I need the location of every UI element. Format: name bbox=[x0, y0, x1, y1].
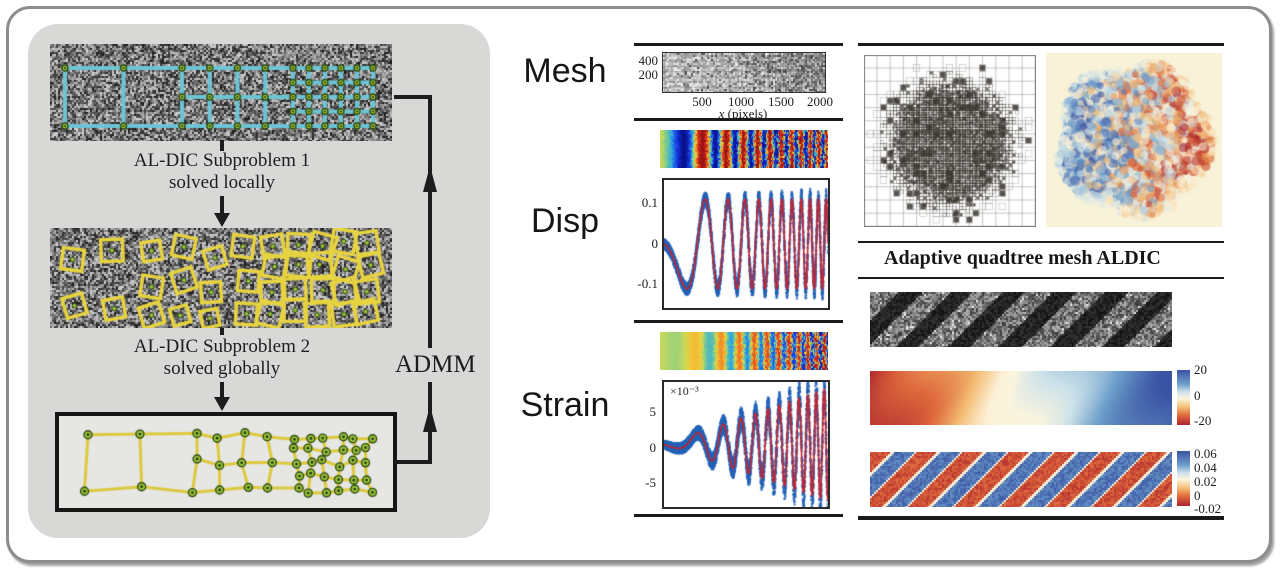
disp-y-tick: -0.1 bbox=[637, 276, 658, 291]
step1-label-line1: AL-DIC Subproblem 1 bbox=[133, 150, 311, 171]
step1-label: AL-DIC Subproblem 1 solved locally bbox=[82, 150, 362, 194]
arrow-down-1-head bbox=[214, 213, 230, 227]
row-label-disp: Disp bbox=[530, 202, 600, 240]
mesh-x-tick: 2000 bbox=[807, 94, 833, 109]
u-colorbar-tick: 20 bbox=[1194, 362, 1207, 377]
admm-loop-lower bbox=[394, 382, 432, 464]
right-divider-3 bbox=[858, 277, 1224, 279]
strain-scale-label: ×10⁻³ bbox=[670, 384, 699, 398]
mesh-xlabel-variable: x bbox=[718, 106, 725, 121]
exx-colorbar-tick: 0.02 bbox=[1194, 474, 1217, 489]
admm-loop-upper bbox=[394, 95, 432, 348]
mesh-x-tick: 1500 bbox=[768, 94, 794, 109]
right-caption: Adaptive quadtree mesh ALDIC bbox=[884, 247, 1161, 269]
disp-y-tick: 0 bbox=[651, 236, 659, 251]
striped-speckle-image bbox=[870, 292, 1172, 347]
mid-divider-4 bbox=[634, 514, 843, 517]
quadtree-mesh-image bbox=[864, 55, 1036, 227]
u-field-image bbox=[870, 371, 1172, 425]
mesh-plot-canvas bbox=[662, 52, 826, 93]
u-colorbar-tick: 0 bbox=[1194, 388, 1201, 403]
exx-colorbar-tick: 0 bbox=[1194, 488, 1201, 503]
mid-divider-2 bbox=[634, 118, 843, 121]
row-label-mesh: Mesh bbox=[523, 52, 607, 90]
speckle-image-subsets-grid bbox=[50, 44, 392, 141]
mesh-x-tick: 500 bbox=[692, 94, 712, 109]
global-mesh-box bbox=[55, 412, 397, 512]
strain-y-tick: 5 bbox=[649, 404, 657, 419]
right-divider-1 bbox=[858, 43, 1224, 46]
u-field-colorbar bbox=[1177, 370, 1190, 425]
step2-label-line1: AL-DIC Subproblem 2 bbox=[133, 336, 311, 357]
strain-y-tick: 0 bbox=[649, 440, 657, 455]
exx-colorbar-tick: -0.02 bbox=[1194, 501, 1222, 516]
mid-divider-3 bbox=[634, 320, 843, 323]
disp-y-tick: 0.1 bbox=[641, 195, 658, 210]
strain-field-stripe-canvas bbox=[660, 332, 828, 370]
admm-loop-arrowhead-upper bbox=[423, 166, 437, 192]
admm-loop-arrowhead-lower bbox=[423, 406, 437, 432]
exx-field-image bbox=[870, 452, 1172, 507]
global-mesh-canvas bbox=[59, 416, 393, 508]
disp-line-plot-canvas bbox=[662, 178, 830, 310]
step2-label-line2: solved globally bbox=[163, 358, 281, 379]
quadtree-result-blob-image bbox=[1046, 53, 1222, 227]
exx-field-colorbar bbox=[1177, 451, 1190, 506]
flow-arrows bbox=[214, 95, 437, 464]
speckle-image-local-subsets bbox=[50, 228, 392, 328]
right-divider-2 bbox=[858, 241, 1224, 243]
mid-divider-1 bbox=[634, 43, 843, 46]
mesh-y-tick: 400 bbox=[638, 53, 659, 68]
strain-y-tick: -5 bbox=[645, 475, 656, 490]
u-colorbar-tick: -20 bbox=[1194, 413, 1212, 428]
strain-line-plot-canvas bbox=[662, 380, 830, 509]
exx-colorbar-tick: 0.06 bbox=[1194, 446, 1217, 461]
mesh-y-tick: 200 bbox=[638, 67, 659, 82]
mesh-x-tick: 1000 bbox=[728, 94, 754, 109]
step2-label: AL-DIC Subproblem 2 solved globally bbox=[82, 336, 362, 380]
admm-loop-label: ADMM bbox=[395, 351, 476, 378]
step1-label-line2: solved locally bbox=[168, 172, 276, 193]
right-divider-4 bbox=[858, 516, 1224, 520]
disp-field-stripe-canvas bbox=[660, 130, 828, 168]
exx-colorbar-tick: 0.04 bbox=[1194, 460, 1217, 475]
arrow-down-2-head bbox=[214, 397, 230, 411]
mesh-xlabel-unit: (pixels) bbox=[727, 106, 768, 121]
mesh-xaxis-label: x (pixels) bbox=[703, 106, 783, 122]
row-label-strain: Strain bbox=[520, 386, 610, 424]
